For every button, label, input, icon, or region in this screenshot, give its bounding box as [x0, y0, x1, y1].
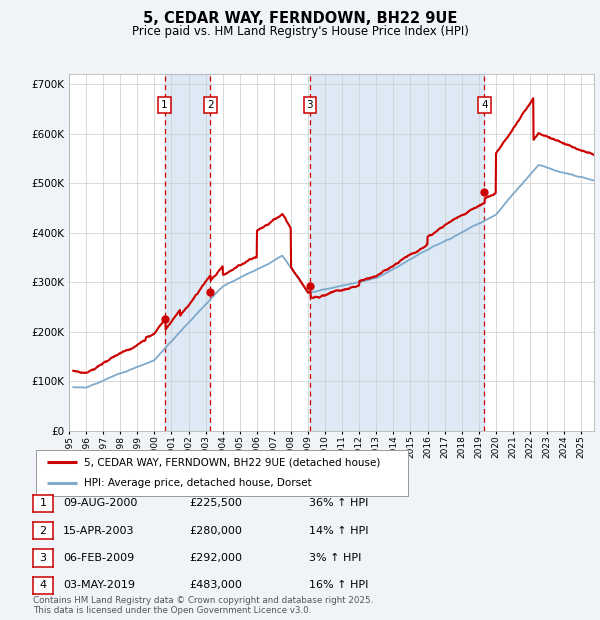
- Bar: [310, 74, 484, 431]
- Text: 5, CEDAR WAY, FERNDOWN, BH22 9UE (detached house): 5, CEDAR WAY, FERNDOWN, BH22 9UE (detach…: [85, 457, 381, 467]
- Text: 36% ↑ HPI: 36% ↑ HPI: [309, 498, 368, 508]
- Text: 2: 2: [40, 526, 46, 536]
- Text: £225,500: £225,500: [189, 498, 242, 508]
- Text: 3: 3: [307, 100, 313, 110]
- Text: 16% ↑ HPI: 16% ↑ HPI: [309, 580, 368, 590]
- Text: 1: 1: [40, 498, 46, 508]
- Text: £292,000: £292,000: [189, 553, 242, 563]
- Bar: [164, 74, 211, 431]
- Text: 5, CEDAR WAY, FERNDOWN, BH22 9UE: 5, CEDAR WAY, FERNDOWN, BH22 9UE: [143, 11, 457, 26]
- Text: 4: 4: [481, 100, 488, 110]
- Text: 3: 3: [40, 553, 46, 563]
- Text: Contains HM Land Registry data © Crown copyright and database right 2025.
This d: Contains HM Land Registry data © Crown c…: [33, 596, 373, 615]
- Text: £280,000: £280,000: [189, 526, 242, 536]
- Text: 1: 1: [161, 100, 168, 110]
- Text: 14% ↑ HPI: 14% ↑ HPI: [309, 526, 368, 536]
- Text: 4: 4: [40, 580, 46, 590]
- Text: 06-FEB-2009: 06-FEB-2009: [63, 553, 134, 563]
- Text: 15-APR-2003: 15-APR-2003: [63, 526, 134, 536]
- Text: 03-MAY-2019: 03-MAY-2019: [63, 580, 135, 590]
- Text: 3% ↑ HPI: 3% ↑ HPI: [309, 553, 361, 563]
- Text: HPI: Average price, detached house, Dorset: HPI: Average price, detached house, Dors…: [85, 479, 312, 489]
- Text: 2: 2: [207, 100, 214, 110]
- Text: Price paid vs. HM Land Registry's House Price Index (HPI): Price paid vs. HM Land Registry's House …: [131, 25, 469, 38]
- Text: 09-AUG-2000: 09-AUG-2000: [63, 498, 137, 508]
- Text: £483,000: £483,000: [189, 580, 242, 590]
